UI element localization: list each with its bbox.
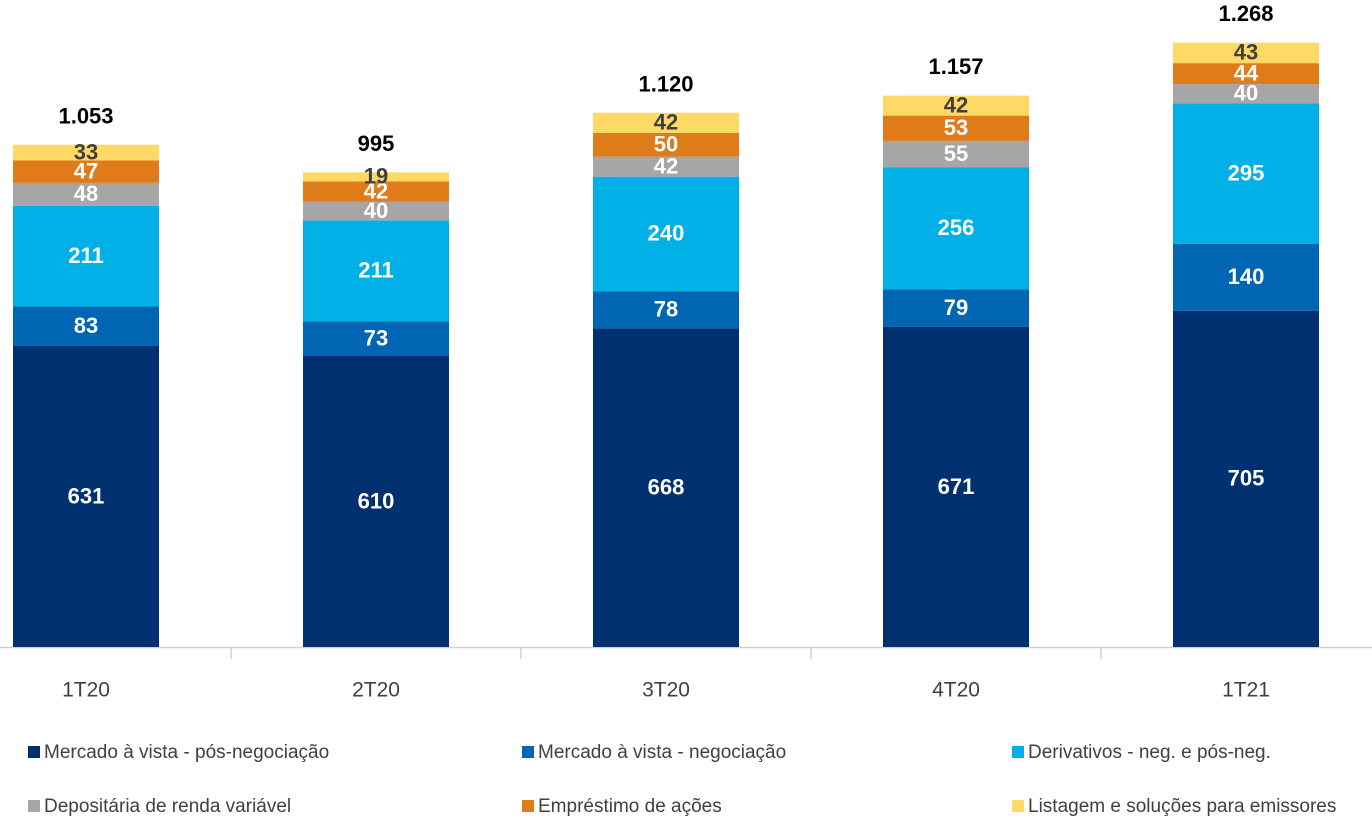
legend-label: Empréstimo de ações (538, 796, 722, 817)
legend-swatch (1012, 800, 1024, 812)
x-tick-label: 2T20 (352, 679, 400, 702)
bar-segment (1173, 243, 1319, 311)
total-label: 1.157 (928, 54, 983, 79)
data-label: 668 (648, 474, 685, 499)
data-label: 19 (364, 164, 388, 189)
bar-segment (1173, 63, 1319, 85)
legend-label: Listagem e soluções para emissores (1028, 796, 1336, 817)
data-label: 55 (944, 141, 968, 166)
bar-segment (303, 181, 449, 202)
data-label: 610 (358, 488, 395, 513)
data-label: 73 (364, 325, 388, 350)
data-label: 48 (74, 181, 98, 206)
bar-segment (593, 132, 739, 157)
data-label: 33 (74, 139, 98, 164)
bar-segment (883, 289, 1029, 327)
data-label: 211 (358, 258, 394, 283)
legend-swatch (522, 746, 534, 758)
data-label: 42 (654, 153, 678, 178)
data-label: 42 (364, 178, 388, 203)
bar-segment (1173, 103, 1319, 244)
x-tick-label: 1T21 (1222, 679, 1270, 702)
bar-segment (13, 160, 159, 183)
data-label: 42 (944, 92, 968, 117)
bar-segment (593, 112, 739, 133)
bar-segment (303, 172, 449, 182)
x-tick-label: 3T20 (642, 679, 690, 702)
bar-segment (593, 291, 739, 329)
data-label: 42 (654, 110, 678, 135)
legend-label: Mercado à vista - pós-negociação (44, 742, 329, 763)
bar-segment (1173, 310, 1319, 647)
data-label: 295 (1228, 160, 1265, 185)
bar-segment (593, 156, 739, 177)
data-label: 44 (1234, 60, 1259, 85)
total-label: 995 (358, 131, 395, 156)
bar-segment (593, 176, 739, 292)
bar-segment (13, 144, 159, 161)
bar-segment (13, 346, 159, 647)
data-label: 256 (938, 215, 975, 240)
bar-segment (1173, 84, 1319, 104)
data-label: 705 (1228, 466, 1265, 491)
legend-label: Mercado à vista - negociação (538, 742, 786, 763)
total-label: 1.268 (1218, 1, 1273, 26)
data-label: 631 (68, 483, 105, 508)
data-label: 78 (654, 297, 678, 322)
data-label: 53 (944, 115, 968, 140)
total-label: 1.053 (58, 104, 113, 129)
data-label: 40 (364, 198, 388, 223)
bar-segment (13, 205, 159, 307)
legend-label: Depositária de renda variável (44, 796, 291, 817)
bar-segment (303, 356, 449, 647)
legend-swatch (28, 800, 40, 812)
data-label: 240 (648, 221, 685, 246)
bar-segment (303, 321, 449, 357)
legend-swatch (28, 746, 40, 758)
x-tick-label: 1T20 (62, 679, 110, 702)
bar-segment (593, 328, 739, 647)
bar-segment (13, 306, 159, 347)
data-label: 83 (74, 313, 98, 338)
bar-segment (883, 95, 1029, 116)
bar-segment (883, 167, 1029, 290)
data-label: 47 (74, 158, 98, 183)
bar-segment (883, 140, 1029, 168)
data-label: 211 (68, 243, 104, 268)
data-label: 140 (1228, 264, 1265, 289)
total-label: 1.120 (638, 72, 693, 97)
bar-segment (1173, 42, 1319, 64)
data-label: 79 (944, 295, 968, 320)
data-label: 50 (654, 132, 678, 157)
x-tick-label: 4T20 (932, 679, 980, 702)
legend-label: Derivativos - neg. e pós-neg. (1028, 742, 1271, 763)
bar-segment (13, 182, 159, 206)
bar-segment (883, 326, 1029, 647)
legend-swatch (1012, 746, 1024, 758)
bar-segment (883, 115, 1029, 141)
bar-segment (303, 220, 449, 322)
bar-segment (303, 201, 449, 221)
legend-swatch (522, 800, 534, 812)
data-label: 43 (1234, 40, 1258, 65)
data-label: 40 (1234, 80, 1258, 105)
data-label: 671 (938, 474, 975, 499)
